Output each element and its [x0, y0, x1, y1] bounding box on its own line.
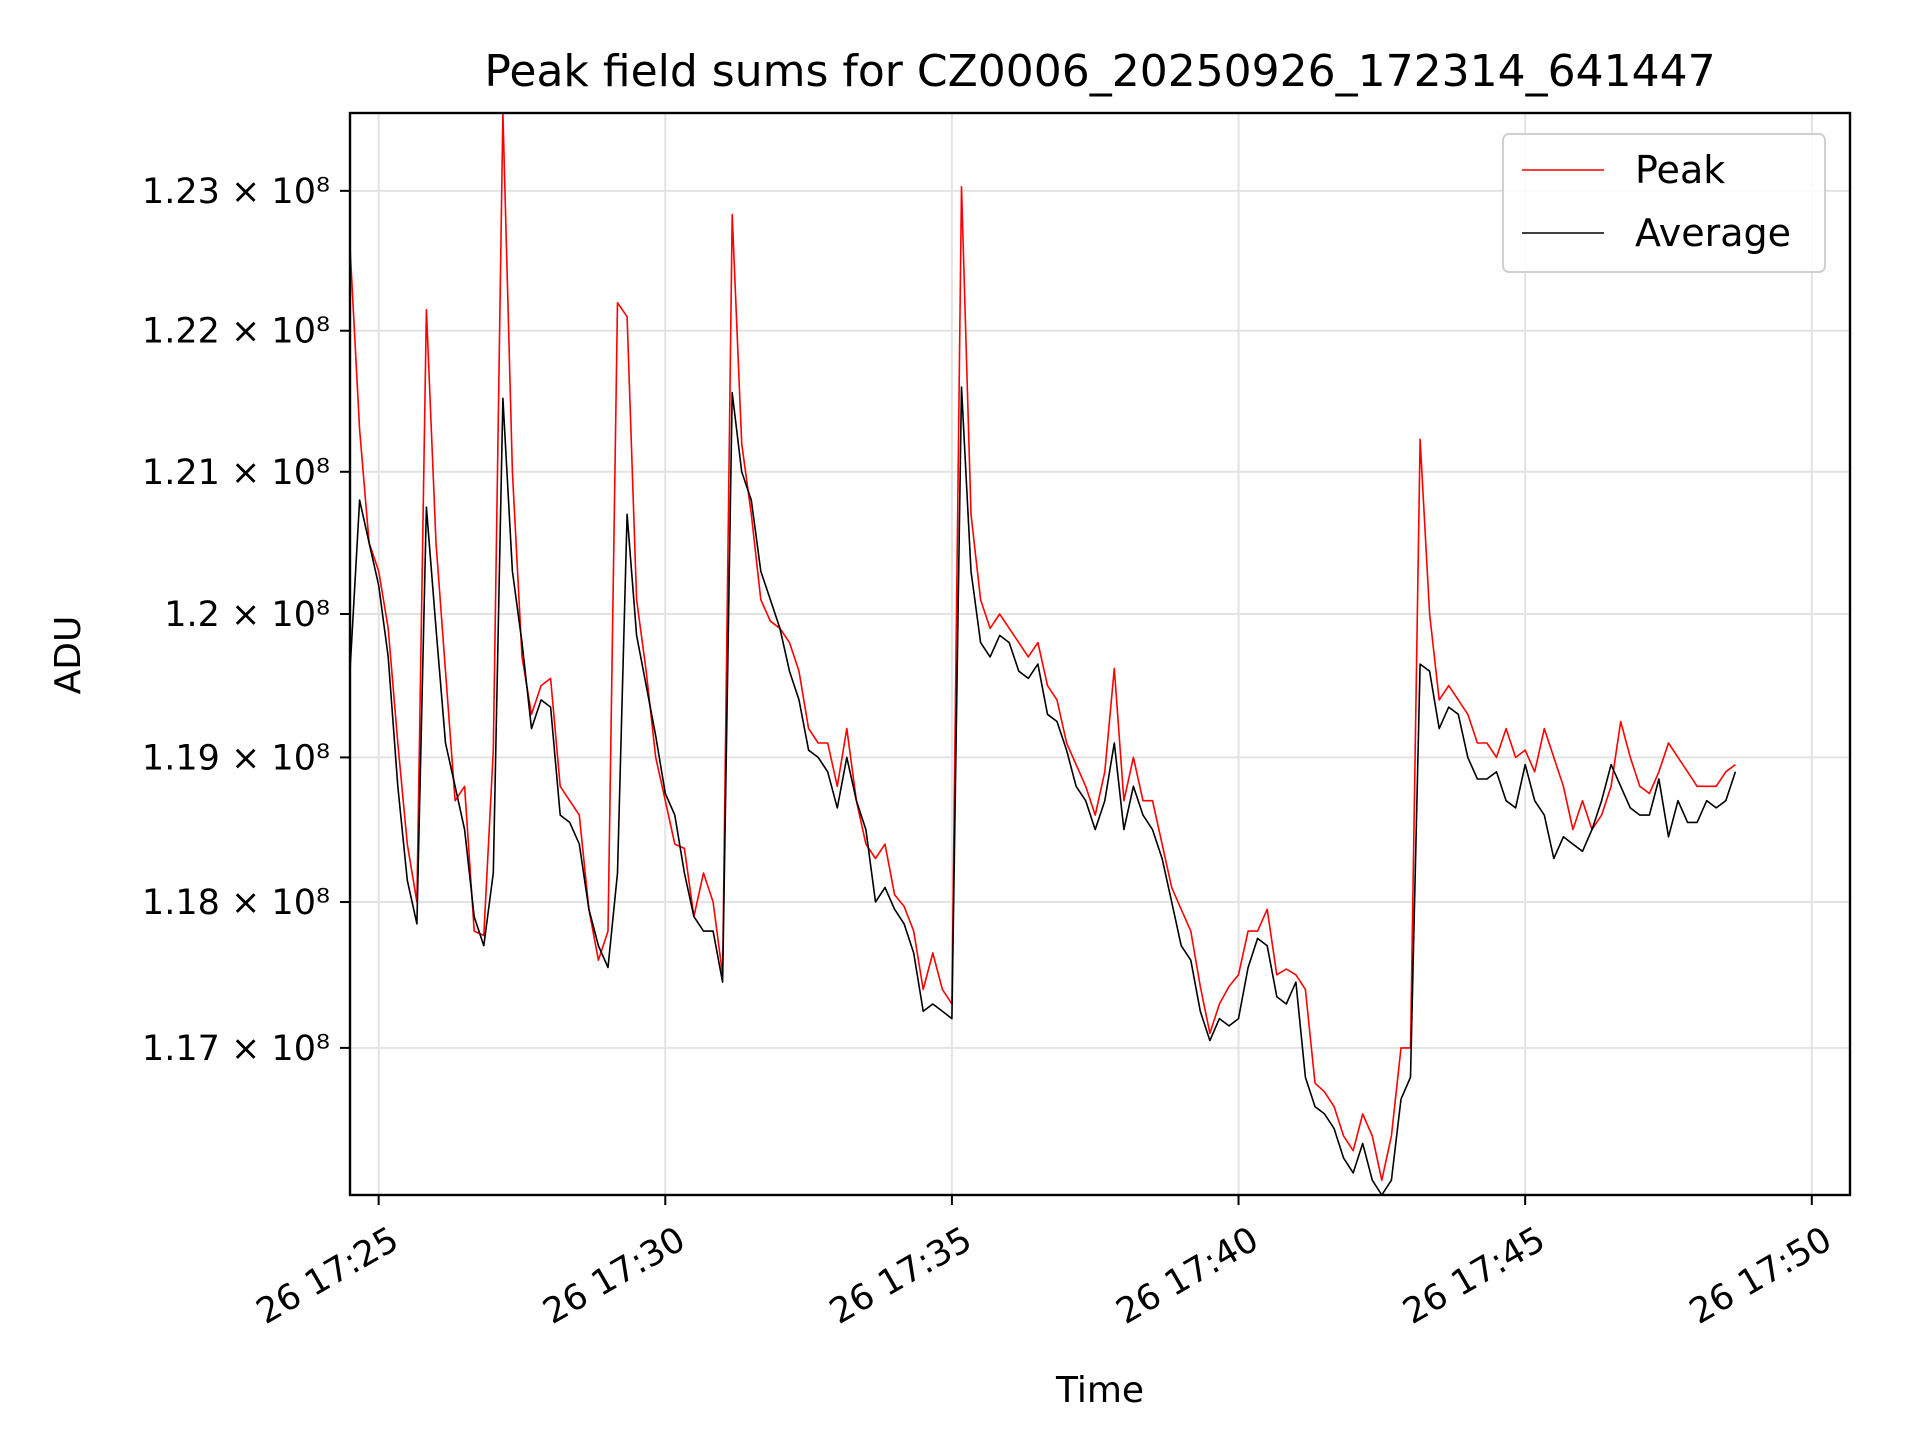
series-line-average — [349, 386, 1737, 1196]
y-axis-label: ADU — [48, 616, 89, 695]
y-tick-label: 1.19 × 10⁸ — [142, 738, 330, 778]
y-tick-label: 1.23 × 10⁸ — [142, 172, 330, 212]
plot-frame — [348, 111, 1852, 1197]
grid-layer — [350, 113, 1850, 1195]
series-line-peak — [349, 112, 1736, 1181]
y-tick-label: 1.18 × 10⁸ — [142, 883, 330, 923]
y-tick-label: 1.21 × 10⁸ — [142, 453, 330, 493]
legend-box — [1502, 133, 1826, 273]
legend-label-average: Average — [1635, 211, 1791, 255]
y-tick-label: 1.17 × 10⁸ — [142, 1029, 330, 1069]
legend: Peak Average — [1502, 133, 1826, 273]
chart-title: Peak field sums for CZ0006_20250926_1723… — [484, 46, 1715, 97]
axes-layer — [348, 111, 1852, 1197]
y-tick-label: 1.2 × 10⁸ — [164, 595, 330, 635]
y-tick-label: 1.22 × 10⁸ — [142, 312, 330, 352]
x-axis-label: Time — [1055, 1370, 1144, 1411]
series-layer — [349, 112, 1737, 1196]
legend-label-peak: Peak — [1635, 148, 1725, 192]
